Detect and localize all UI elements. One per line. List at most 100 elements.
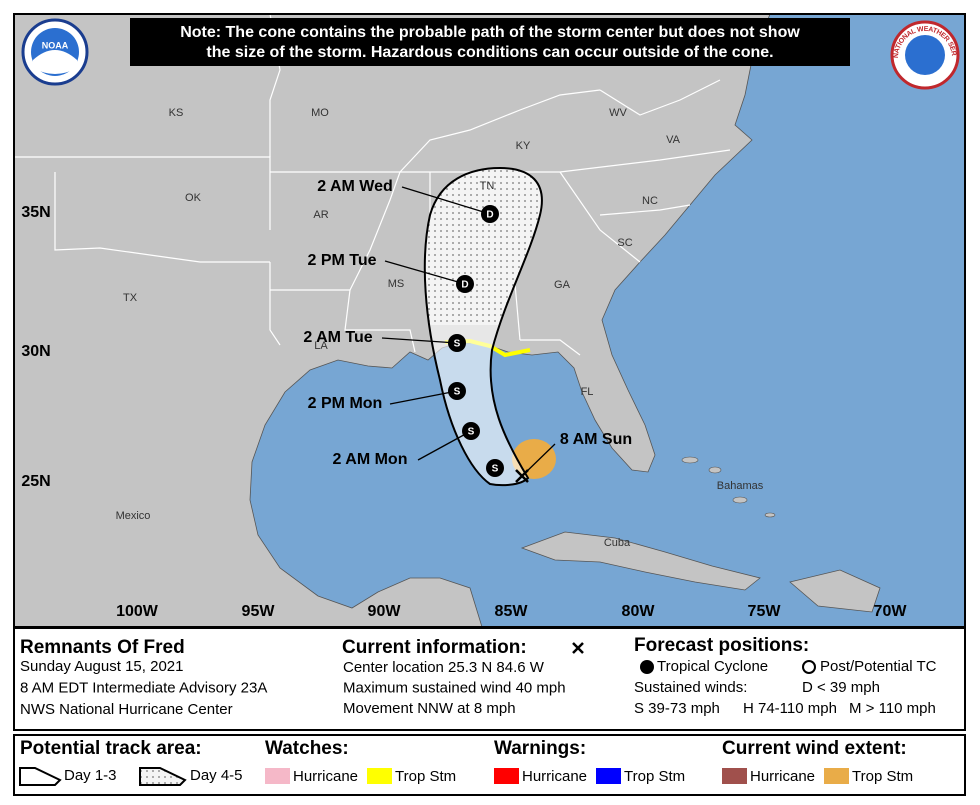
- storm-name: Remnants Of Fred: [20, 637, 185, 658]
- day45-icon: [139, 767, 187, 786]
- legend-heading: Current wind extent:: [722, 738, 907, 759]
- forecast-point: [481, 205, 499, 223]
- legend-item: Trop Stm: [624, 768, 685, 785]
- region-label: SC: [617, 237, 632, 249]
- legend-heading: Warnings:: [494, 738, 586, 759]
- note-box: [130, 18, 850, 66]
- region-label: LA: [314, 340, 328, 352]
- region-label: Mexico: [116, 510, 151, 522]
- legend-item: Day 1-3: [64, 767, 117, 784]
- legend-frame: [13, 734, 966, 796]
- forecast-point: [462, 422, 480, 440]
- leader-line: [381, 337, 458, 344]
- land: [14, 14, 771, 627]
- legend-heading: Potential track area:: [20, 738, 202, 759]
- legend-swatch: [367, 768, 392, 784]
- legend-swatch: [265, 768, 290, 784]
- current-line: Movement NNW at 8 mph: [343, 700, 516, 717]
- map: KS MO KY WV VA OK AR TN NC SC MS GA TX LA FL Bahamas Cub…: [14, 14, 965, 627]
- region-label: Bahamas: [717, 480, 764, 492]
- legend-item: Day 4-5: [190, 767, 243, 784]
- forecast-heading: Forecast positions:: [634, 635, 809, 656]
- forecast-label: 2 PM Mon: [308, 395, 383, 412]
- note-line: Note: The cone contains the probable pat…: [180, 24, 800, 41]
- wind-s: S 39-73 mph: [634, 700, 720, 717]
- tc-label: Tropical Cyclone: [657, 658, 768, 675]
- lon-label: 80W: [622, 603, 656, 620]
- info-line: Sunday August 15, 2021: [20, 658, 183, 675]
- current-x: [515, 469, 529, 483]
- region-label: Cuba: [604, 537, 631, 549]
- region-label: KY: [516, 140, 531, 152]
- day13-icon: [19, 767, 62, 786]
- bahamas: [681, 456, 776, 518]
- cone-outline: [423, 166, 543, 487]
- forecast-symbol: S: [492, 464, 499, 475]
- legend-swatch: [494, 768, 519, 784]
- info-line: 8 AM EDT Intermediate Advisory 23A: [20, 679, 267, 696]
- forecast-symbol: D: [461, 280, 468, 291]
- forecast-point: [448, 382, 466, 400]
- legend-item: Hurricane: [750, 768, 815, 785]
- region-label: VA: [666, 134, 681, 146]
- ptc-label: Post/Potential TC: [820, 658, 937, 675]
- current-line: Center location 25.3 N 84.6 W: [343, 659, 545, 676]
- forecast-point: [448, 334, 466, 352]
- winds-label: Sustained winds:: [634, 679, 747, 696]
- tc-icon: [640, 660, 654, 674]
- region-label: FL: [581, 386, 594, 398]
- legend-swatch: [596, 768, 621, 784]
- lon-label: 100W: [116, 603, 159, 620]
- region-label: GA: [554, 279, 571, 291]
- lon-label: 75W: [748, 603, 782, 620]
- lon-label: 95W: [242, 603, 276, 620]
- forecast-point: [486, 459, 504, 477]
- forecast-label: 2 AM Mon: [333, 451, 408, 468]
- region-label: TN: [480, 180, 495, 192]
- legend-heading: Watches:: [265, 738, 349, 759]
- region-label: TX: [123, 292, 138, 304]
- forecast-label: 2 AM Tue: [303, 329, 372, 346]
- forecast-point: [456, 275, 474, 293]
- info-frame: [13, 627, 966, 731]
- legend-swatch: [722, 768, 747, 784]
- info-line: NWS National Hurricane Center: [20, 701, 233, 718]
- legend-item: Trop Stm: [395, 768, 456, 785]
- region-label: MS: [388, 278, 405, 290]
- forecast-symbol: S: [468, 427, 475, 438]
- cuba: [520, 531, 761, 591]
- ptc-icon: [802, 660, 816, 674]
- leader-line: [389, 390, 458, 405]
- region-label: WV: [609, 107, 627, 119]
- leader-line: [384, 260, 466, 285]
- legend: Potential track area: Day 1-3 Day 4-5 Watch…: [19, 738, 913, 786]
- lat-label: 25N: [21, 473, 50, 490]
- legend-swatch: [824, 768, 849, 784]
- legend-item: Hurricane: [293, 768, 358, 785]
- region-label: AR: [313, 209, 328, 221]
- current-heading: Current information:: [342, 637, 527, 658]
- forecast-symbol: S: [454, 387, 461, 398]
- lat-label: 30N: [21, 343, 50, 360]
- wind-h: H 74-110 mph: [743, 700, 837, 717]
- nws-logo-inner: [905, 35, 945, 75]
- legend-item: Trop Stm: [852, 768, 913, 785]
- leader-line: [417, 430, 472, 461]
- note-line: the size of the storm. Hazardous conditi…: [206, 44, 773, 61]
- wind-m: M > 110 mph: [849, 700, 936, 717]
- wind-d: D < 39 mph: [802, 679, 880, 696]
- legend-item: Hurricane: [522, 768, 587, 785]
- region-label: NC: [642, 195, 658, 207]
- lon-label: 70W: [874, 603, 908, 620]
- forecast-label: 2 PM Tue: [307, 252, 376, 269]
- lon-label: 90W: [368, 603, 402, 620]
- forecast-symbol: D: [486, 210, 493, 221]
- region-label: MO: [311, 107, 329, 119]
- cone-day-4-5: [424, 168, 542, 325]
- forecast-symbol: S: [454, 339, 461, 350]
- current-line: Maximum sustained wind 40 mph: [343, 679, 566, 696]
- current-x-icon: [572, 642, 584, 654]
- track: KS MO KY WV VA OK AR TN NC SC MS GA TX LA FL Bahamas Cub…: [116, 107, 764, 549]
- region-label: KS: [169, 107, 184, 119]
